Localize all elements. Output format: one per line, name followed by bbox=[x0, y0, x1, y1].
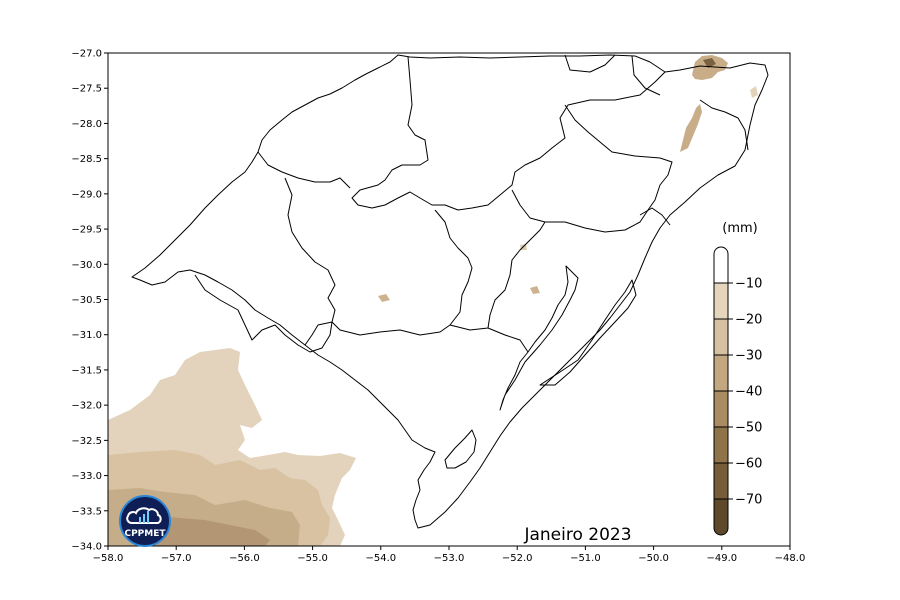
x-tick-label: −52.0 bbox=[502, 553, 533, 564]
x-axis: −58.0 −57.0 −56.0 −55.0 −54.0 −53.0 −52.0 −51.0… bbox=[93, 546, 806, 564]
x-tick-label: −58.0 bbox=[93, 553, 124, 564]
y-tick-label: −31.5 bbox=[71, 365, 102, 376]
y-tick-label: −29.0 bbox=[71, 189, 102, 200]
x-tick-label: −50.0 bbox=[638, 553, 669, 564]
colorbar-segment bbox=[714, 319, 728, 355]
state-boundaries bbox=[131, 54, 769, 529]
anomaly-small-patch-2 bbox=[530, 286, 540, 294]
region-line-6 bbox=[449, 221, 546, 331]
state-outline bbox=[131, 54, 769, 529]
colorbar-tick-label: −10 bbox=[735, 277, 762, 292]
colorbar-labels: −10 −20 −30 −40 −50 −60 −70 bbox=[714, 277, 762, 508]
region-line-10 bbox=[564, 54, 616, 73]
colorbar-tick-label: −30 bbox=[735, 349, 762, 364]
colorbar-segment bbox=[714, 283, 728, 319]
chart-bar-icon-1 bbox=[139, 517, 141, 523]
colorbar-tick-label: −50 bbox=[735, 421, 762, 436]
region-line-7 bbox=[487, 327, 529, 353]
cloud-icon bbox=[126, 507, 162, 524]
region-line-9 bbox=[631, 55, 661, 96]
x-tick-label: −57.0 bbox=[161, 553, 192, 564]
y-tick-label: −27.0 bbox=[71, 49, 102, 60]
colorbar-body bbox=[713, 246, 729, 536]
region-line-4 bbox=[284, 177, 473, 336]
y-tick-label: −33.5 bbox=[71, 506, 102, 517]
y-tick-label: −30.0 bbox=[71, 260, 102, 271]
y-tick-label: −31.0 bbox=[71, 330, 102, 341]
region-line-1 bbox=[351, 56, 666, 211]
x-tick-label: −53.0 bbox=[434, 553, 465, 564]
anomaly-ne-patch-1 bbox=[692, 55, 728, 80]
y-tick-label: −27.5 bbox=[71, 84, 102, 95]
x-tick-label: −56.0 bbox=[229, 553, 260, 564]
logo-text: CPPMET bbox=[124, 529, 166, 539]
colorbar-tick-label: −20 bbox=[735, 313, 762, 328]
anomaly-ne-patch-1-dark bbox=[703, 58, 716, 68]
anomaly-ne-patch-3 bbox=[750, 86, 758, 98]
chart-bar-icon-2 bbox=[143, 514, 145, 523]
region-line-11 bbox=[699, 99, 749, 151]
y-tick-label: −32.0 bbox=[71, 401, 102, 412]
y-tick-label: −34.0 bbox=[71, 542, 102, 553]
region-line-5 bbox=[194, 274, 333, 353]
x-tick-label: −48.0 bbox=[775, 553, 806, 564]
colorbar-segment bbox=[714, 427, 728, 463]
x-tick-label: −51.0 bbox=[570, 553, 601, 564]
y-tick-label: −28.5 bbox=[71, 154, 102, 165]
colorbar-outline bbox=[713, 246, 729, 536]
colorbar-segment bbox=[714, 247, 728, 283]
y-tick-label: −30.5 bbox=[71, 295, 102, 306]
y-tick-label: −28.0 bbox=[71, 119, 102, 130]
region-line-2 bbox=[511, 104, 673, 233]
anomaly-area-40 bbox=[150, 515, 270, 546]
anomaly-ne-patch-2 bbox=[680, 104, 702, 152]
anomaly-small-patch-1 bbox=[378, 294, 390, 302]
x-tick-label: −54.0 bbox=[365, 553, 396, 564]
colorbar-segment bbox=[714, 391, 728, 427]
colorbar-segment bbox=[714, 463, 728, 499]
lagoa-dos-patos-outline bbox=[499, 265, 579, 411]
cppmet-logo: CPPMET bbox=[119, 495, 171, 547]
colorbar-segment bbox=[714, 499, 728, 535]
colorbar-segment bbox=[714, 355, 728, 391]
y-tick-label: −29.5 bbox=[71, 225, 102, 236]
region-line-3 bbox=[257, 151, 351, 189]
region-line-8 bbox=[304, 321, 333, 346]
region-line-12 bbox=[639, 207, 671, 226]
lagoa-mirim-outline bbox=[444, 429, 477, 469]
anomaly-shading bbox=[108, 55, 758, 546]
colorbar-tick-label: −40 bbox=[735, 385, 762, 400]
chart-bar-icon-3 bbox=[147, 511, 149, 523]
y-tick-label: −32.5 bbox=[71, 436, 102, 447]
x-tick-label: −49.0 bbox=[706, 553, 737, 564]
colorbar-legend: (mm) −10 −20 −30 −40 −50 −60 −70 bbox=[713, 221, 762, 536]
colorbar-tick-label: −70 bbox=[735, 493, 762, 508]
coastal-lagoon-outline bbox=[539, 279, 637, 386]
colorbar-tick-label: −60 bbox=[735, 457, 762, 472]
legend-unit: (mm) bbox=[722, 221, 757, 236]
x-tick-label: −55.0 bbox=[297, 553, 328, 564]
y-tick-label: −33.0 bbox=[71, 471, 102, 482]
map-title: Janeiro 2023 bbox=[523, 525, 631, 545]
y-axis: −27.0 −27.5 −28.0 −28.5 −29.0 −29.5 −30.0 −30.5… bbox=[71, 49, 108, 553]
